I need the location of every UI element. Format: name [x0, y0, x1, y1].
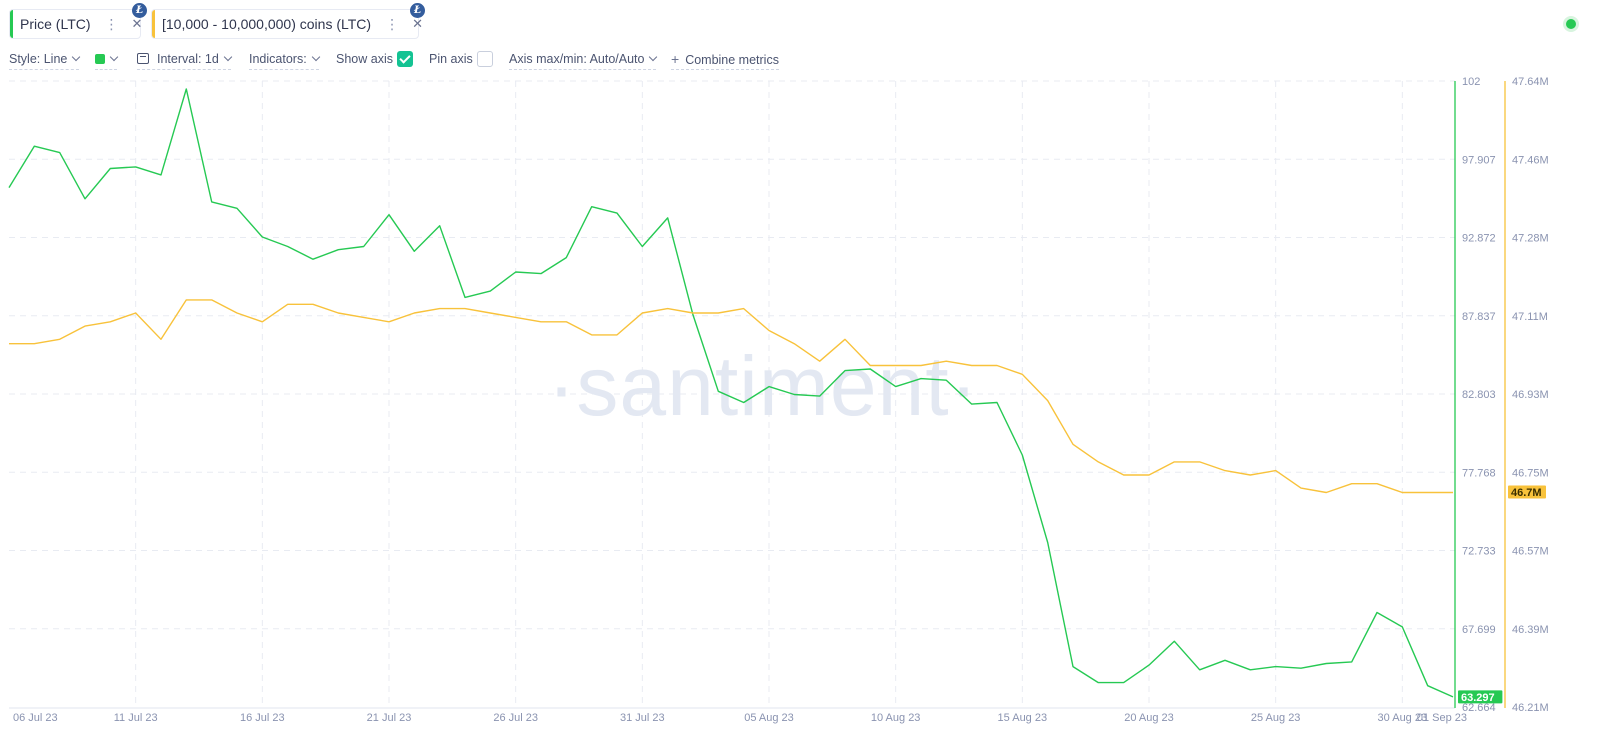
x-tick-label: 06 Jul 23	[13, 712, 58, 724]
metric-color-bar	[152, 10, 155, 38]
series-line	[9, 299, 1453, 494]
color-dropdown[interactable]	[95, 51, 119, 70]
metric-label: Price (LTC)	[20, 16, 91, 32]
y-left-tick-label: 77.768	[1462, 467, 1496, 479]
y-right-tick-label: 46.39M	[1512, 624, 1549, 636]
x-tick-label: 20 Aug 23	[1124, 712, 1174, 724]
metric-chip-price[interactable]: Price (LTC) ⋮ ✕ Ł	[9, 3, 147, 39]
combine-metrics-label: Combine metrics	[685, 53, 779, 67]
y-left-tick-label: 72.733	[1462, 546, 1496, 558]
x-tick-label: 15 Aug 23	[998, 712, 1048, 724]
y-right-tick-label: 46.75M	[1512, 467, 1549, 479]
y-left-tick-label: 102	[1462, 76, 1480, 88]
pin-axis-label: Pin axis	[429, 52, 473, 66]
y-right-tick-label: 47.11M	[1512, 311, 1548, 323]
grid	[9, 80, 1455, 707]
style-label: Style: Line	[9, 52, 68, 66]
x-tick-label: 30 Aug 23	[1378, 712, 1428, 724]
show-axis-checkbox[interactable]	[397, 51, 413, 67]
indicators-label: Indicators:	[249, 52, 307, 66]
style-dropdown[interactable]: Style: Line	[9, 51, 81, 70]
x-tick-label: 10 Aug 23	[871, 712, 921, 724]
current-holdings-label-bg	[1508, 485, 1546, 499]
plus-icon: +	[671, 51, 680, 67]
more-options-icon[interactable]: ⋮	[385, 15, 399, 32]
x-tick-label: 25 Aug 23	[1251, 712, 1301, 724]
x-tick-label: 16 Jul 23	[240, 712, 285, 724]
current-holdings-label: 46.7M	[1511, 487, 1542, 499]
live-status-indicator	[1566, 19, 1576, 29]
series-line	[8, 88, 1454, 698]
axis-maxmin-dropdown[interactable]: Axis max/min: Auto/Auto	[509, 51, 658, 70]
combine-metrics-button[interactable]: + Combine metrics	[671, 51, 779, 70]
close-icon[interactable]: ✕	[412, 16, 423, 31]
watermark: ·santiment·	[547, 339, 978, 433]
y-right-tick-label: 47.64M	[1512, 76, 1549, 88]
metric-label: [10,000 - 10,000,000) coins (LTC)	[162, 16, 372, 32]
close-icon[interactable]: ✕	[131, 16, 143, 31]
metric-chip-holders[interactable]: [10,000 - 10,000,000) coins (LTC) ⋮ ✕ Ł	[151, 3, 425, 39]
x-tick-label: 11 Jul 23	[114, 712, 158, 724]
more-options-icon[interactable]: ⋮	[104, 15, 119, 32]
x-tick-label: 26 Jul 23	[493, 712, 538, 724]
y-left-tick-label: 87.837	[1462, 311, 1496, 323]
pin-axis-checkbox[interactable]	[477, 51, 493, 67]
current-price-label: 63.297	[1461, 692, 1495, 704]
y-left-tick-label: 62.664	[1462, 702, 1496, 714]
interval-label: Interval: 1d	[157, 52, 219, 66]
y-right-tick-label: 47.46M	[1512, 154, 1549, 166]
y-left-tick-label: 97.907	[1462, 154, 1496, 166]
y-left-tick-label: 67.699	[1462, 624, 1496, 636]
y-right-tick-label: 46.57M	[1512, 546, 1549, 558]
interval-dropdown[interactable]: Interval: 1d	[137, 51, 233, 70]
x-tick-label: 01 Sep 23	[1417, 712, 1467, 724]
series-layer	[8, 88, 1454, 698]
litecoin-icon: Ł	[132, 3, 147, 18]
y-right-tick-label: 46.21M	[1512, 702, 1549, 714]
axes: 102 97.907 92.872 87.837 82.803 77.768 72.733 6…	[9, 76, 1549, 724]
x-tick-label: 31 Jul 23	[620, 712, 665, 724]
color-swatch-icon	[95, 54, 105, 64]
y-right-tick-label: 46.93M	[1512, 389, 1549, 401]
axis-maxmin-label: Axis max/min: Auto/Auto	[509, 52, 645, 66]
show-axis-label: Show axis	[336, 52, 393, 66]
litecoin-icon: Ł	[410, 3, 425, 18]
calendar-icon	[137, 53, 149, 64]
x-tick-label: 05 Aug 23	[744, 712, 794, 724]
y-right-tick-label: 47.28M	[1512, 233, 1549, 245]
indicators-dropdown[interactable]: Indicators:	[249, 51, 320, 70]
y-left-tick-label: 82.803	[1462, 389, 1496, 401]
y-left-tick-label: 92.872	[1462, 233, 1496, 245]
metric-color-bar	[10, 10, 13, 38]
current-price-label-bg	[1458, 690, 1503, 704]
x-tick-label: 21 Jul 23	[367, 712, 412, 724]
